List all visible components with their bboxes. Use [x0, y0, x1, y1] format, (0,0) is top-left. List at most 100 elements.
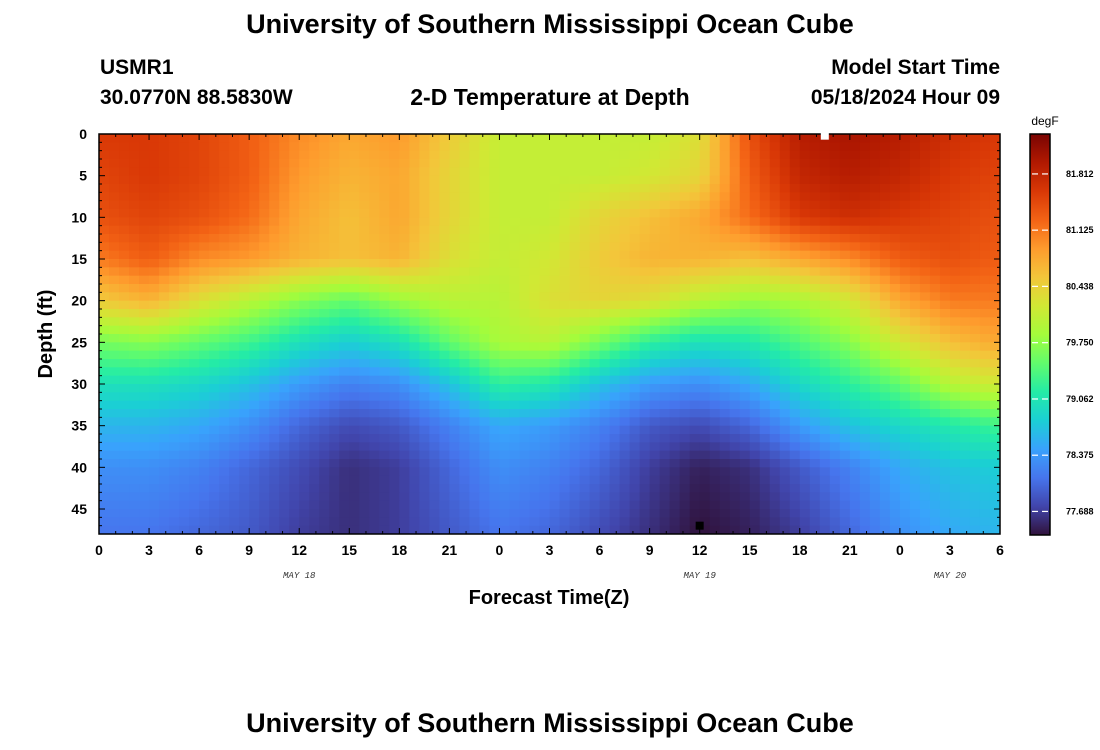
heatmap-cell	[229, 142, 240, 152]
heatmap-cell	[809, 259, 821, 268]
heatmap-cell	[199, 159, 210, 168]
heatmap-cell	[949, 159, 961, 168]
heatmap-cell	[299, 425, 310, 435]
heatmap-cell	[719, 225, 731, 235]
heatmap-cell	[449, 384, 460, 393]
heatmap-cell	[749, 342, 761, 352]
heatmap-cell	[899, 184, 911, 193]
heatmap-cell	[909, 134, 921, 143]
heatmap-cell	[389, 359, 400, 368]
heatmap-cell	[229, 467, 240, 477]
heatmap-cell	[99, 225, 110, 235]
heatmap-cell	[349, 475, 360, 485]
heatmap-cell	[799, 500, 811, 510]
heatmap-cell	[469, 334, 481, 343]
heatmap-cell	[629, 275, 641, 285]
heatmap-cell	[239, 400, 250, 410]
heatmap-cell	[899, 192, 911, 202]
heatmap-cell	[469, 375, 481, 385]
heatmap-cell	[729, 442, 741, 452]
heatmap-cell	[379, 250, 390, 260]
heatmap-cell	[459, 400, 471, 410]
heatmap-cell	[729, 392, 741, 402]
heatmap-cell	[559, 367, 571, 377]
heatmap-cell	[469, 167, 481, 177]
heatmap-cell	[729, 334, 741, 343]
heatmap-cell	[899, 425, 911, 435]
heatmap-cell	[109, 450, 120, 460]
heatmap-cell	[369, 275, 380, 285]
heatmap-cell	[869, 225, 881, 235]
heatmap-cell	[849, 442, 861, 452]
heatmap-cell	[909, 150, 921, 160]
heatmap-cell	[269, 225, 280, 235]
heatmap-cell	[799, 434, 811, 443]
heatmap-cell	[659, 209, 671, 218]
heatmap-cell	[209, 400, 220, 410]
heatmap-cell	[799, 192, 811, 202]
heatmap-cell	[579, 225, 591, 235]
heatmap-cell	[559, 234, 571, 243]
heatmap-cell	[419, 209, 430, 218]
heatmap-cell	[919, 384, 931, 393]
heatmap-cell	[709, 317, 721, 327]
heatmap-cell	[879, 425, 891, 435]
heatmap-cell	[989, 442, 1000, 452]
heatmap-cell	[989, 309, 1000, 318]
heatmap-cell	[119, 259, 130, 268]
heatmap-cell	[959, 309, 971, 318]
heatmap-cell	[809, 525, 821, 534]
heatmap-cell	[759, 400, 771, 410]
heatmap-cell	[809, 234, 821, 243]
heatmap-cell	[539, 342, 551, 352]
heatmap-cell	[389, 292, 400, 302]
heatmap-cell	[489, 459, 501, 468]
heatmap-cell	[849, 192, 861, 202]
heatmap-cell	[189, 525, 200, 534]
heatmap-cell	[309, 459, 320, 468]
heatmap-cell	[539, 292, 551, 302]
heatmap-cell	[789, 134, 801, 143]
heatmap-cell	[989, 275, 1000, 285]
heatmap-cell	[909, 167, 921, 177]
heatmap-cell	[939, 134, 951, 143]
heatmap-cell	[749, 492, 761, 502]
heatmap-cell	[209, 450, 220, 460]
heatmap-cell	[569, 150, 581, 160]
heatmap-cell	[619, 175, 631, 185]
heatmap-cell	[569, 459, 581, 468]
heatmap-cell	[229, 184, 240, 193]
heatmap-cell	[579, 317, 591, 327]
heatmap-cell	[599, 475, 611, 485]
heatmap-cell	[799, 217, 811, 227]
y-tick-label: 30	[71, 376, 87, 392]
heatmap-cell	[159, 259, 170, 268]
heatmap-cell	[889, 159, 901, 168]
heatmap-cell	[459, 159, 471, 168]
heatmap-cell	[769, 250, 781, 260]
heatmap-cell	[249, 142, 260, 152]
heatmap-cell	[399, 192, 410, 202]
heatmap-cell	[159, 467, 170, 477]
heatmap-cell	[739, 450, 751, 460]
heatmap-cell	[949, 417, 961, 427]
heatmap-cell	[149, 342, 160, 352]
heatmap-cell	[819, 384, 831, 393]
heatmap-cell	[139, 400, 150, 410]
heatmap-cell	[279, 442, 290, 452]
heatmap-cell	[899, 159, 911, 168]
heatmap-cell	[209, 167, 220, 177]
heatmap-cell	[189, 500, 200, 510]
heatmap-cell	[899, 409, 911, 418]
heatmap-cell	[909, 250, 921, 260]
heatmap-cell	[389, 475, 400, 485]
heatmap-cell	[709, 325, 721, 335]
heatmap-cell	[169, 142, 180, 152]
heatmap-cell	[629, 200, 641, 210]
heatmap-cell	[989, 509, 1000, 518]
heatmap-cell	[959, 359, 971, 368]
heatmap-cell	[539, 375, 551, 385]
heatmap-cell	[949, 350, 961, 360]
heatmap-cell	[599, 400, 611, 410]
heatmap-cell	[319, 142, 330, 152]
